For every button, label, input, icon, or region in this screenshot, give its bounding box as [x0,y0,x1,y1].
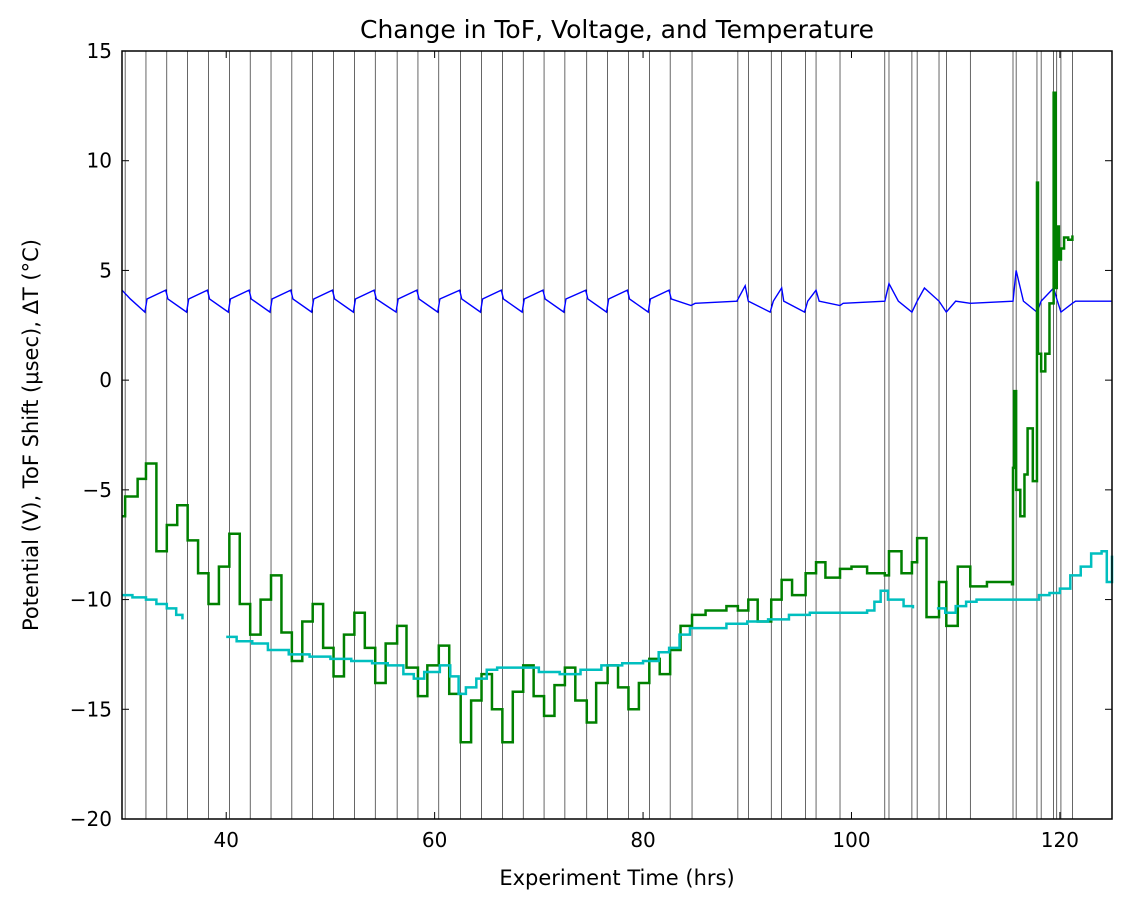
ticks-group: 40 60 80 100 120 −20 −15 −10 −5 0 5 10 15 [70,39,1112,852]
y-axis-label: Potential (V), ToF Shift (μsec), ΔT (°C) [19,239,43,631]
series-1-line [122,91,1074,744]
y-tick-label-1: −15 [70,697,112,721]
chart-title: Change in ToF, Voltage, and Temperature [360,15,874,44]
x-tick-label-2: 80 [630,828,655,852]
y-tick-label-4: 0 [99,368,112,392]
y-tick-label-7: 15 [87,39,112,63]
series-group [121,91,1114,744]
series-2-segment-0 [122,593,184,620]
y-tick-label-2: −10 [70,588,112,612]
y-tick-label-6: 10 [87,149,112,173]
series-0-line [121,270,1112,314]
y-tick-label-3: −5 [83,478,112,502]
series-2-segment-1 [226,589,915,696]
plot-frame [121,50,1113,820]
x-tick-label-1: 60 [422,828,447,852]
vertical-lines-group [124,51,1073,819]
x-tick-label-3: 100 [832,828,870,852]
x-tick-label-4: 120 [1041,828,1079,852]
y-tick-label-5: 5 [99,258,112,282]
y-tick-label-0: −20 [70,807,112,831]
series-2-segment-2 [936,550,1114,614]
x-tick-label-0: 40 [213,828,238,852]
x-axis-label: Experiment Time (hrs) [499,866,734,890]
plot-area: 40 60 80 100 120 −20 −15 −10 −5 0 5 10 15 [70,39,1114,852]
